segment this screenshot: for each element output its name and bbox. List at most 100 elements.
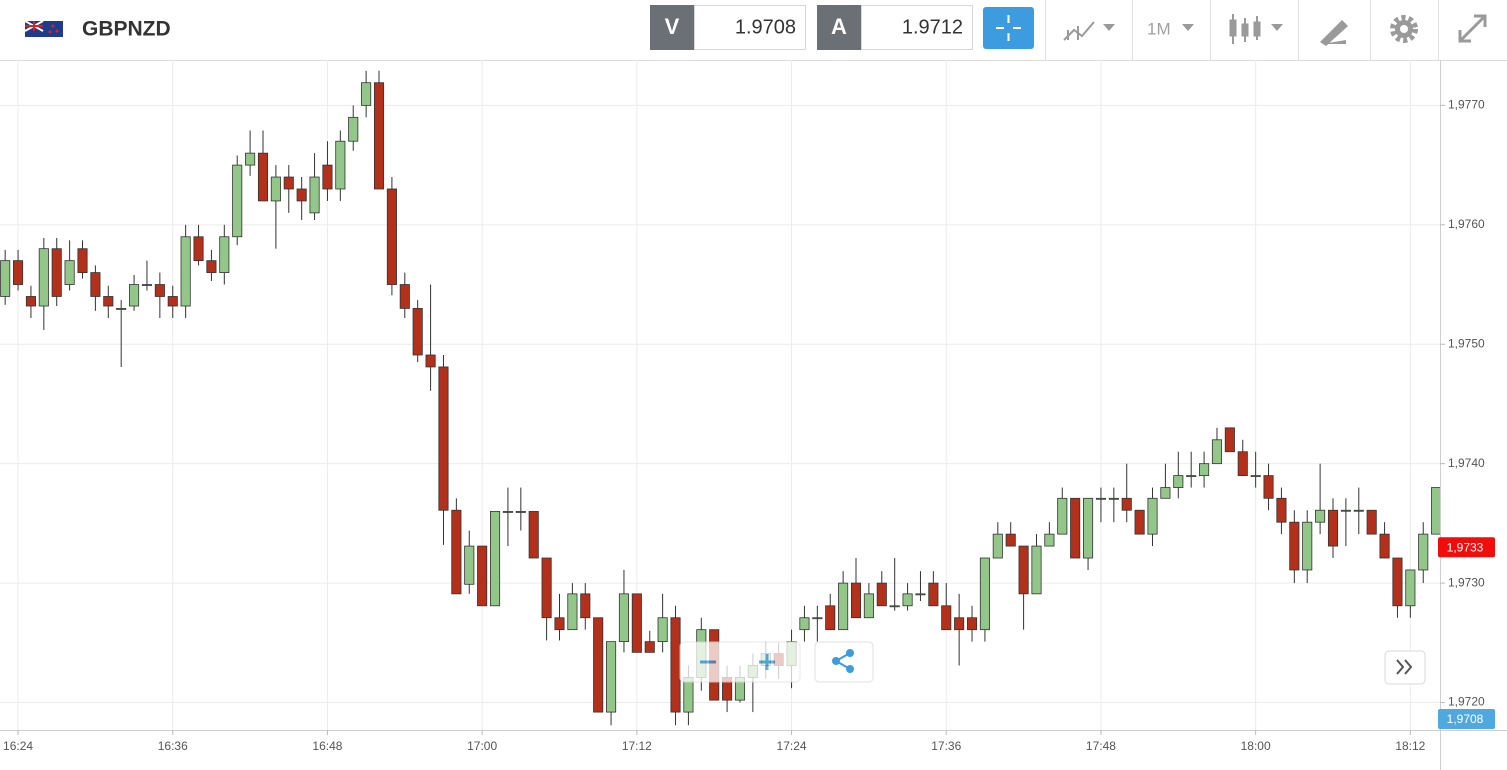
candle-body [1095,497,1106,500]
flag-icon [24,20,63,37]
y-tick-label: 1,9730 [1448,575,1485,589]
candle-body [1173,475,1184,488]
candle-body [1121,497,1132,511]
candle-body [1083,497,1094,559]
interval-button[interactable]: 1M [1147,19,1194,38]
candle-body [1018,545,1029,595]
crosshair-button[interactable] [983,7,1034,49]
candle-body [1160,487,1171,499]
candle-body [670,617,681,713]
candle-body [1263,475,1274,499]
candle-body [1379,533,1390,559]
candle-body [1327,509,1339,547]
chart-type-button[interactable] [1063,21,1115,41]
candle-body [954,617,965,631]
candle-body [219,236,230,273]
candle-body [1237,451,1248,477]
candle-body [464,545,475,585]
candle-body [1005,533,1016,547]
fullscreen-button[interactable] [1458,14,1487,43]
candle-body [322,164,333,190]
candle-body [193,236,204,262]
candle-body [541,557,552,619]
scroll-to-end-button[interactable] [1384,650,1426,685]
candle-body [863,593,874,619]
bid-price: 1.9708 [735,16,796,38]
y-tick-label: 1,9760 [1448,217,1485,231]
x-tick-label: 16:48 [312,739,342,753]
ask-button[interactable]: A 1.9712 [817,5,973,50]
toolbar-separators [1045,0,1439,60]
candle-body [141,284,153,286]
candle-body [618,593,629,643]
candle-body [1302,521,1313,571]
candle-body [1031,545,1042,595]
candle-body [103,296,114,307]
axes: 1,9720 1,9730 1,9740 1,9750 1,9760 1,9770 16:2… [3,98,1495,753]
candle-body [1418,533,1429,571]
candle-body [361,82,372,106]
candle-body [580,593,591,619]
x-tick-label: 17:00 [467,739,497,753]
candle-body [1340,509,1351,512]
candle-body [167,296,178,307]
share-button[interactable] [814,641,874,683]
ask-price: 1.9712 [902,16,963,38]
candle-body [335,140,346,190]
candle-body [902,593,913,607]
zoom-in-icon[interactable] [759,654,775,670]
candle-body [915,593,926,596]
candle-style-button[interactable] [1229,14,1283,44]
candle-body [515,511,526,513]
candle-body [554,617,565,631]
instrument-title: GBPNZD [82,18,171,41]
candle-body [206,260,217,273]
candle-body [386,188,397,285]
candle-body [25,296,36,307]
bid-button[interactable]: V 1.9708 [650,5,806,50]
y-tick-label: 1,9770 [1448,98,1485,112]
candle-body [1250,475,1261,478]
candle-body [1405,569,1416,607]
candle-body [77,248,88,273]
candle-body [257,152,269,202]
candle-body [683,677,694,713]
candle-body [451,509,462,595]
x-tick-label: 17:36 [931,739,961,753]
candle-body [438,366,449,511]
price-marker-label: 1,9733 [1447,540,1484,554]
candle-body [309,176,320,214]
candle-body [928,582,939,607]
candle-body [850,582,862,619]
candle-body [296,188,307,202]
settings-button[interactable] [1390,15,1418,43]
candle-body [1070,497,1081,559]
candle-body [876,582,887,607]
candle-body [631,593,642,653]
candle-body [979,557,990,631]
candle-body [373,82,385,190]
candle-body [1366,509,1377,535]
x-tick-label: 18:12 [1395,739,1425,753]
candle-body [1108,497,1119,500]
candle-body [13,260,24,285]
y-tick-label: 1,9720 [1448,695,1485,709]
candle-body [502,511,513,513]
candle-body [889,605,900,608]
candle-body [232,164,243,238]
candle-body [1431,487,1440,535]
candle-body [245,152,256,166]
candle-body [180,236,191,307]
drawing-tools-button[interactable] [1320,20,1348,46]
x-tick-label: 16:24 [3,739,33,753]
candle-body [966,617,978,631]
candle-body [425,354,436,368]
candle-body [606,641,617,713]
x-tick-label: 17:24 [777,739,807,753]
candle-body [348,116,359,142]
plot-area [0,70,1440,726]
candle-body [838,582,849,631]
zoom-controls[interactable] [679,641,801,683]
